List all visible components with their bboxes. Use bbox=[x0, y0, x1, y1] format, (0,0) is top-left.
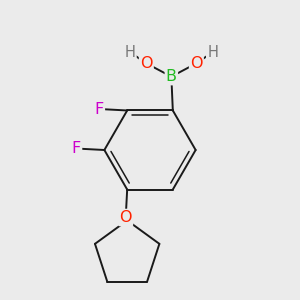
Text: H: H bbox=[207, 45, 218, 60]
Text: B: B bbox=[166, 69, 177, 84]
Text: O: O bbox=[190, 56, 202, 71]
Text: O: O bbox=[140, 56, 153, 71]
Text: F: F bbox=[72, 141, 81, 156]
Text: F: F bbox=[94, 101, 104, 116]
Text: O: O bbox=[119, 210, 132, 225]
Text: H: H bbox=[125, 45, 136, 60]
